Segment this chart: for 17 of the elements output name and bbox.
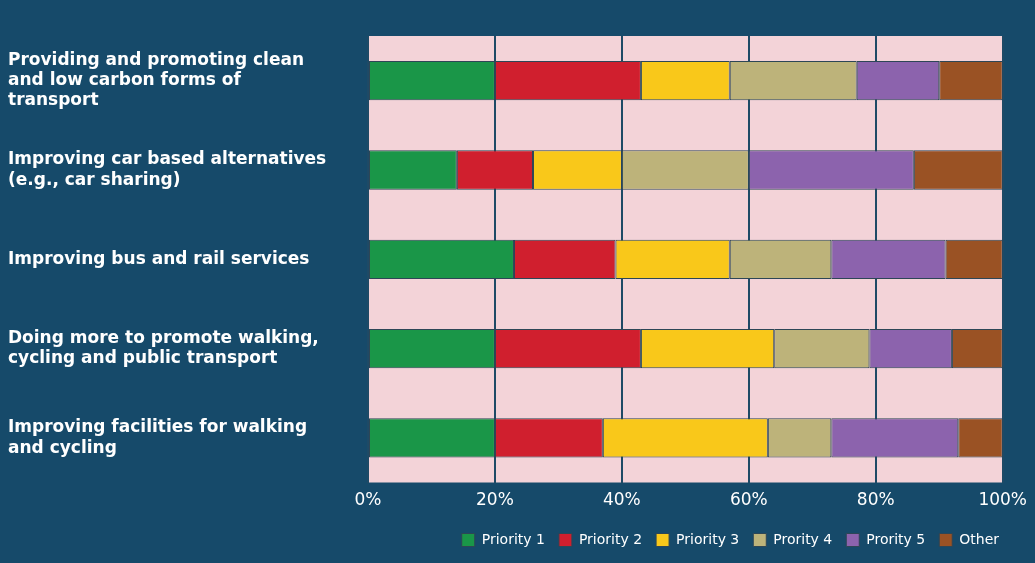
- legend-label: Other: [959, 530, 1000, 547]
- y-tick-label: Improving car based alternatives (e.g., car sharing): [8, 148, 327, 189]
- legend-label: Priority 2: [578, 530, 643, 547]
- legend-label: Priority 3: [676, 530, 740, 547]
- x-tick-label: 80%: [856, 489, 895, 510]
- legend-label: Priority 1: [481, 530, 545, 547]
- x-tick-label: 40%: [602, 489, 641, 510]
- y-tick-label: Providing and promoting clean and low carbon forms of transport: [8, 48, 305, 110]
- y-tick-label: Improving bus and rail services: [8, 247, 310, 268]
- x-tick-label: 60%: [729, 489, 768, 510]
- legend-label: Prority 5: [866, 530, 926, 547]
- x-tick-label: 20%: [476, 489, 514, 510]
- x-tick-label: 0%: [354, 489, 382, 510]
- y-tick-label: Doing more to promote walking, cycling and public transport: [8, 326, 319, 368]
- legend-label: Prority 4: [773, 530, 833, 547]
- x-tick-label: 100%: [978, 489, 1027, 510]
- y-tick-label: Improving facilities for walking and cycling: [8, 416, 308, 457]
